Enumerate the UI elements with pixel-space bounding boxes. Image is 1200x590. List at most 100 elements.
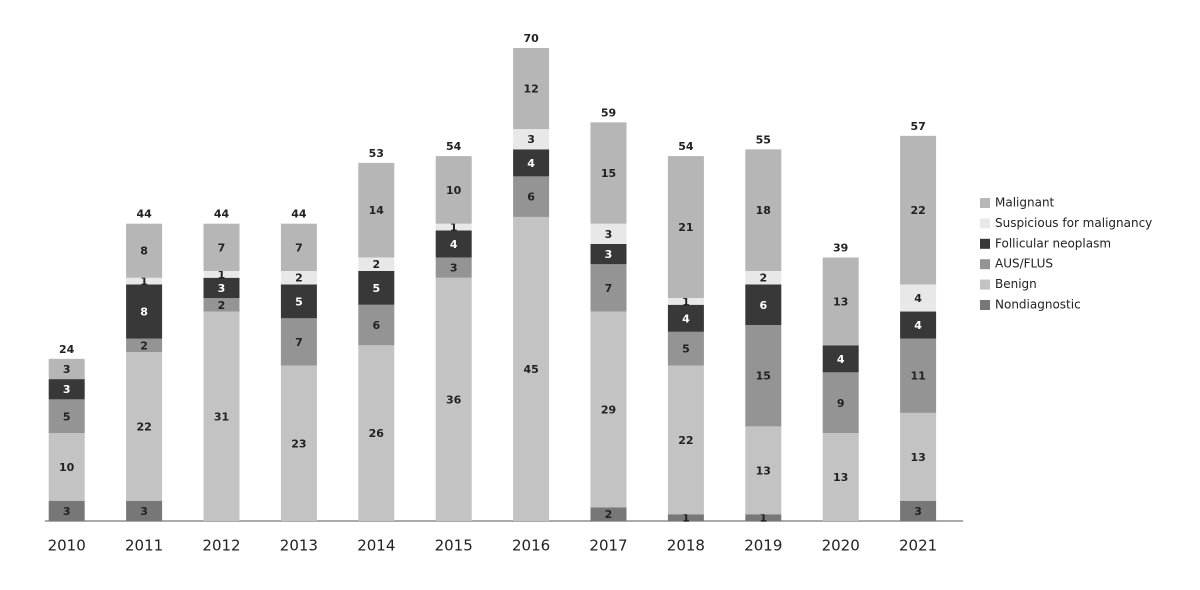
bar-segment [590,243,627,265]
segment-label: 10 [446,184,462,197]
bar-segment [48,358,85,380]
bar-segment [48,379,85,400]
segment-label: 7 [295,336,303,349]
bar-segment [667,331,704,366]
segment-label: 15 [601,167,616,180]
x-tick-label: 2014 [357,537,395,555]
segment-label: 3 [450,262,458,275]
bar-segment [203,311,240,521]
segment-label: 7 [218,241,226,254]
bar-segment [126,284,163,339]
legend-swatch [980,218,990,229]
segment-label: 5 [682,343,690,356]
segment-label: 22 [678,434,693,447]
bar-segment [745,514,782,521]
bar-segment [513,149,550,177]
segment-label: 3 [63,505,71,518]
segment-label: 7 [605,282,613,295]
bar-segment [667,514,704,521]
x-tick-label: 2010 [48,537,86,555]
bar-segment [358,162,395,258]
bar-segment [435,223,472,231]
total-label: 57 [910,120,925,133]
bar-segment [203,277,240,299]
segment-label: 3 [527,133,535,146]
bar-segment [48,433,85,501]
segment-label: 1 [450,221,458,234]
bar-segment [590,264,627,312]
bar-segment [126,277,163,285]
segment-label: 18 [756,204,771,217]
bar-segment [900,284,937,312]
bar-segment [822,433,859,521]
segment-label: 4 [914,319,922,332]
bar-segment [435,257,472,278]
segment-label: 3 [140,505,148,518]
bar-segment [48,500,85,521]
bar-segment [126,223,163,278]
legend-swatch [980,238,990,249]
bar-segment [203,223,240,271]
bar-segment [280,223,317,271]
segment-label: 22 [910,204,925,217]
legend-swatch [980,300,990,310]
x-tick-label: 2011 [125,537,163,555]
segment-label: 2 [605,508,613,521]
x-tick-label: 2019 [744,537,782,555]
bar-segment [513,216,550,521]
bar-segment [900,412,937,501]
bar-segment [590,223,627,244]
segment-label: 7 [295,241,303,254]
segment-label: 5 [295,295,303,308]
segment-label: 14 [369,204,385,217]
bar-segment [435,277,472,521]
segment-label: 1 [218,268,226,281]
bar-segment [513,176,550,217]
segment-label: 4 [450,238,458,251]
bar-segment [280,284,317,319]
bar-segment [590,311,627,508]
bar-segment [203,298,240,312]
bar-segment [590,122,627,224]
segment-label: 4 [914,292,922,305]
segment-label: 6 [372,319,380,332]
bar-segment [900,135,937,285]
legend-label: AUS/FLUS [995,257,1053,271]
segment-label: 13 [910,451,925,464]
segment-label: 15 [756,370,771,383]
segment-label: 10 [59,461,75,474]
bar-segment [667,304,704,332]
segment-label: 26 [369,427,385,440]
bar-segment [435,156,472,224]
segment-label: 5 [372,282,380,295]
total-label: 44 [136,208,152,221]
segment-label: 1 [140,275,148,288]
segment-label: 1 [682,295,690,308]
bar-segment [745,284,782,326]
legend-swatch [980,279,990,290]
segment-label: 5 [63,410,71,423]
legend-label: Malignant [995,196,1055,210]
x-tick-label: 2020 [822,537,860,555]
segment-label: 4 [837,353,845,366]
segment-label: 2 [140,339,148,352]
bar-segment [667,156,704,299]
legend-label: Suspicious for malignancy [995,216,1152,230]
segment-label: 9 [837,397,845,410]
total-label: 70 [523,32,539,45]
legend-label: Nondiagnostic [995,298,1081,312]
legend-label: Follicular neoplasm [995,236,1111,250]
total-label: 55 [756,133,771,146]
segment-label: 21 [678,221,693,234]
bar-segment [358,257,395,271]
total-label: 54 [446,140,462,153]
segment-label: 6 [527,191,535,204]
total-label: 54 [678,140,694,153]
bar-segment [513,129,550,150]
bar-segment [745,270,782,285]
segment-label: 8 [140,245,148,258]
bar-segment [822,345,859,373]
bar-segment [358,304,395,346]
bar-segment [745,149,782,271]
